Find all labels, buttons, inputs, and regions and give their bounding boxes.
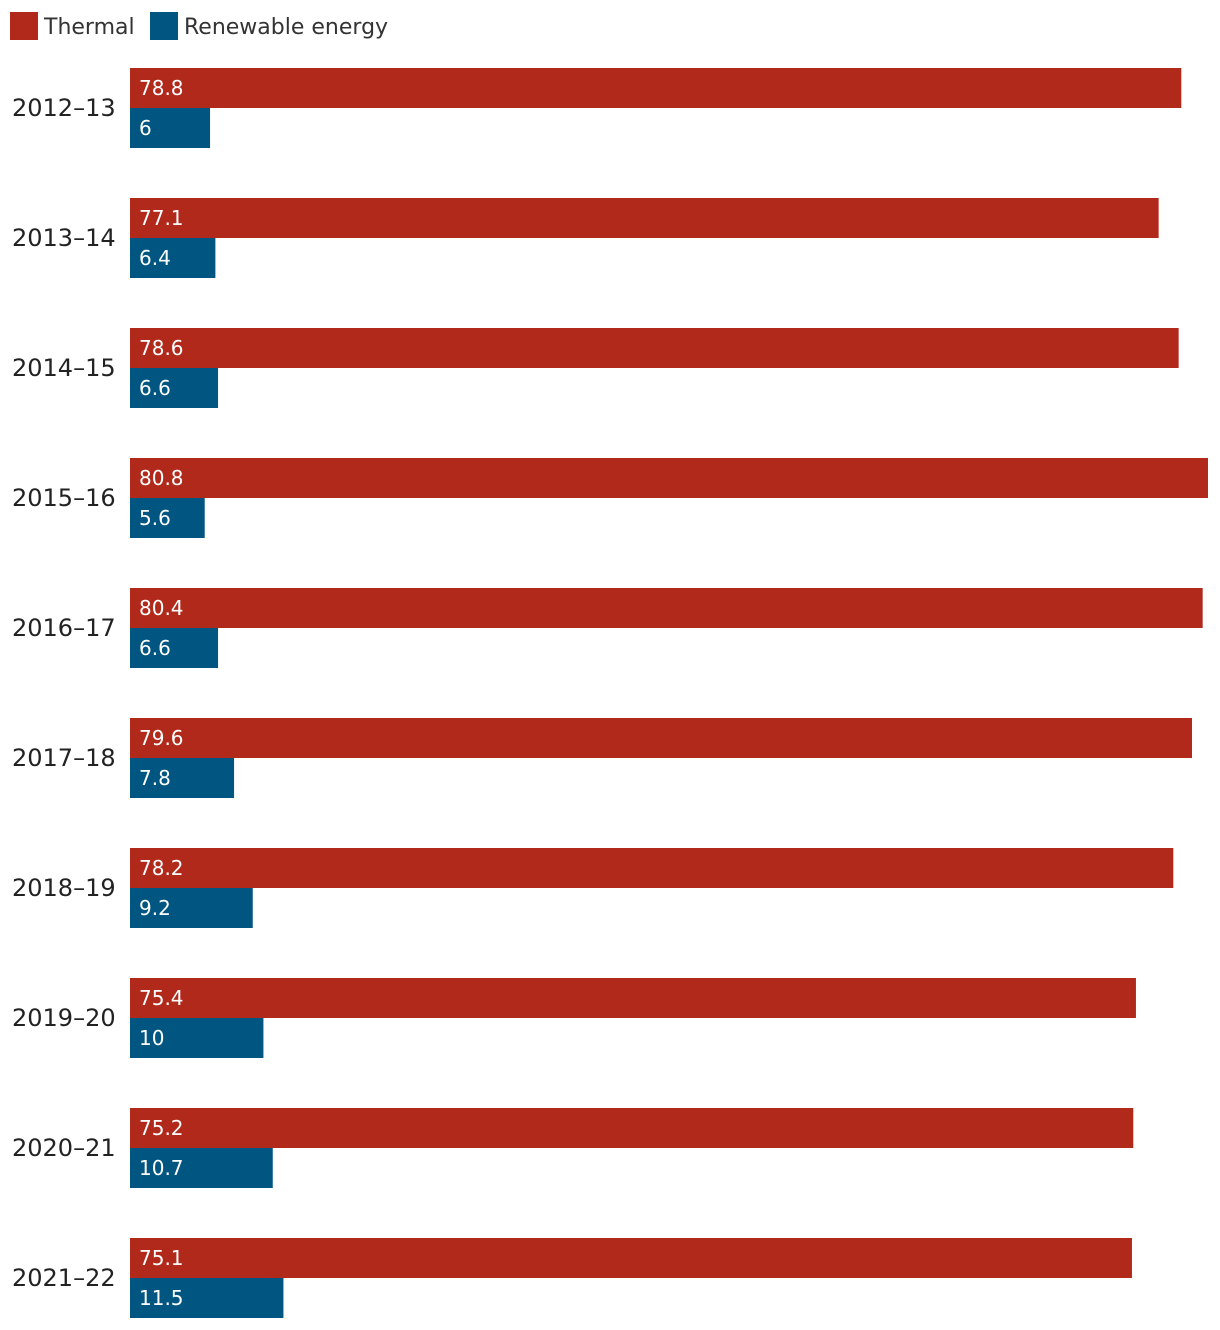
category-label: 2014–15 [12,354,116,382]
category-label: 2012–13 [12,94,116,122]
bar-renewable-energy [130,628,219,668]
legend: Thermal Renewable energy [10,12,388,40]
data-label: 10.7 [139,1156,184,1180]
bar-renewable-energy [130,1278,284,1318]
bar-thermal [130,718,1192,758]
bars: 78.8 6 77.1 6.4 78.6 6.6 80.8 5.6 80.4 6.6 79.6 7.8… [130,68,1208,1318]
data-label: 6.6 [139,636,171,660]
bar-thermal [130,978,1136,1018]
data-label: 6.6 [139,376,171,400]
data-label: 10 [139,1026,164,1050]
category-label: 2013–14 [12,224,116,252]
legend-swatch-0 [10,12,38,40]
data-label: 77.1 [139,206,184,230]
bar-renewable-energy [130,1018,264,1058]
bar-thermal [130,68,1182,108]
data-label: 80.4 [139,596,184,620]
bar-renewable-energy [130,368,219,408]
legend-swatch-1 [150,12,178,40]
data-label: 78.8 [139,76,184,100]
data-label: 79.6 [139,726,184,750]
bar-renewable-energy [130,888,253,928]
data-label: 7.8 [139,766,171,790]
data-label: 80.8 [139,466,184,490]
legend-label-1: Renewable energy [184,15,388,40]
data-label: 11.5 [139,1286,184,1310]
category-label: 2021–22 [12,1264,116,1292]
bar-thermal [130,198,1159,238]
bar-thermal [130,1108,1134,1148]
data-label: 6.4 [139,246,171,270]
data-label: 5.6 [139,506,171,530]
legend-label-0: Thermal [43,15,135,40]
data-label: 75.2 [139,1116,184,1140]
category-label: 2019–20 [12,1004,116,1032]
data-label: 9.2 [139,896,171,920]
data-label: 6 [139,116,152,140]
category-axis: 2012–13 2013–14 2014–15 2015–16 2016–17 2017–… [12,94,116,1292]
bar-thermal [130,588,1203,628]
data-label: 75.4 [139,986,184,1010]
bar-thermal [130,1238,1132,1278]
bar-renewable-energy [130,108,211,148]
bar-thermal [130,328,1179,368]
bar-renewable-energy [130,758,235,798]
category-label: 2020–21 [12,1134,116,1162]
data-label: 78.6 [139,336,184,360]
bar-renewable-energy [130,1148,273,1188]
data-label: 78.2 [139,856,184,880]
bar-thermal [130,458,1208,498]
category-label: 2018–19 [12,874,116,902]
category-label: 2015–16 [12,484,116,512]
bar-thermal [130,848,1174,888]
bar-renewable-energy [130,498,205,538]
bar-renewable-energy [130,238,216,278]
category-label: 2017–18 [12,744,116,772]
data-label: 75.1 [139,1246,184,1270]
category-label: 2016–17 [12,614,116,642]
